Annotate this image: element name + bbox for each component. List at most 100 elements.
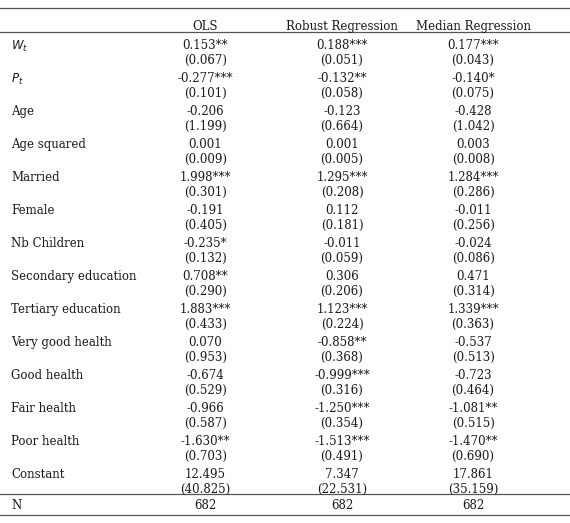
Text: -0.011: -0.011 — [323, 236, 361, 249]
Text: N: N — [11, 499, 22, 513]
Text: 7.347: 7.347 — [325, 468, 359, 481]
Text: Median Regression: Median Regression — [416, 20, 531, 33]
Text: 0.112: 0.112 — [325, 203, 359, 217]
Text: 17.861: 17.861 — [453, 468, 494, 481]
Text: -0.999***: -0.999*** — [314, 369, 370, 382]
Text: Age: Age — [11, 105, 34, 118]
Text: (0.405): (0.405) — [184, 219, 227, 232]
Text: (0.314): (0.314) — [451, 285, 495, 298]
Text: -0.723: -0.723 — [454, 369, 492, 382]
Text: (0.690): (0.690) — [451, 450, 495, 463]
Text: (35.159): (35.159) — [448, 483, 498, 496]
Text: (0.316): (0.316) — [320, 384, 364, 397]
Text: -0.123: -0.123 — [323, 105, 361, 118]
Text: Tertiary education: Tertiary education — [11, 303, 121, 315]
Text: (0.286): (0.286) — [451, 186, 494, 199]
Text: 0.177***: 0.177*** — [447, 39, 499, 52]
Text: Married: Married — [11, 170, 60, 184]
Text: (0.529): (0.529) — [184, 384, 227, 397]
Text: 0.001: 0.001 — [325, 138, 359, 151]
Text: (0.075): (0.075) — [451, 87, 495, 100]
Text: 0.001: 0.001 — [189, 138, 222, 151]
Text: 12.495: 12.495 — [185, 468, 226, 481]
Text: -0.191: -0.191 — [186, 203, 224, 217]
Text: (0.051): (0.051) — [320, 54, 364, 67]
Text: (0.009): (0.009) — [184, 153, 227, 166]
Text: 682: 682 — [331, 499, 353, 513]
Text: Constant: Constant — [11, 468, 65, 481]
Text: Very good health: Very good health — [11, 336, 112, 348]
Text: -1.081**: -1.081** — [449, 402, 498, 415]
Text: (0.086): (0.086) — [451, 252, 495, 265]
Text: -0.235*: -0.235* — [184, 236, 227, 249]
Text: (0.515): (0.515) — [451, 417, 495, 430]
Text: (0.058): (0.058) — [320, 87, 364, 100]
Text: (0.953): (0.953) — [184, 351, 227, 364]
Text: Nb Children: Nb Children — [11, 236, 85, 249]
Text: -0.206: -0.206 — [186, 105, 224, 118]
Text: (0.363): (0.363) — [451, 318, 495, 331]
Text: (1.199): (1.199) — [184, 120, 226, 133]
Text: 1.123***: 1.123*** — [316, 303, 368, 315]
Text: (0.206): (0.206) — [320, 285, 364, 298]
Text: (0.101): (0.101) — [184, 87, 226, 100]
Text: 682: 682 — [462, 499, 484, 513]
Text: 0.471: 0.471 — [457, 270, 490, 282]
Text: Good health: Good health — [11, 369, 84, 382]
Text: -0.277***: -0.277*** — [177, 72, 233, 85]
Text: Secondary education: Secondary education — [11, 270, 137, 282]
Text: 0.153**: 0.153** — [182, 39, 228, 52]
Text: (0.132): (0.132) — [184, 252, 226, 265]
Text: (0.208): (0.208) — [320, 186, 364, 199]
Text: 1.284***: 1.284*** — [447, 170, 499, 184]
Text: $\mathit{P}_t$: $\mathit{P}_t$ — [11, 72, 24, 87]
Text: Poor health: Poor health — [11, 435, 80, 448]
Text: Age squared: Age squared — [11, 138, 86, 151]
Text: -0.011: -0.011 — [454, 203, 492, 217]
Text: -0.966: -0.966 — [186, 402, 224, 415]
Text: Robust Regression: Robust Regression — [286, 20, 398, 33]
Text: (0.587): (0.587) — [184, 417, 227, 430]
Text: (0.256): (0.256) — [451, 219, 495, 232]
Text: (0.067): (0.067) — [184, 54, 227, 67]
Text: 0.188***: 0.188*** — [316, 39, 368, 52]
Text: (0.703): (0.703) — [184, 450, 227, 463]
Text: (0.354): (0.354) — [320, 417, 364, 430]
Text: -0.024: -0.024 — [454, 236, 492, 249]
Text: Fair health: Fair health — [11, 402, 76, 415]
Text: -0.537: -0.537 — [454, 336, 492, 348]
Text: -0.132**: -0.132** — [317, 72, 367, 85]
Text: -1.470**: -1.470** — [448, 435, 498, 448]
Text: (0.224): (0.224) — [320, 318, 364, 331]
Text: -1.250***: -1.250*** — [314, 402, 370, 415]
Text: (0.464): (0.464) — [451, 384, 495, 397]
Text: (0.043): (0.043) — [451, 54, 495, 67]
Text: (0.491): (0.491) — [320, 450, 364, 463]
Text: (0.059): (0.059) — [320, 252, 364, 265]
Text: (0.181): (0.181) — [321, 219, 363, 232]
Text: (0.513): (0.513) — [451, 351, 495, 364]
Text: 0.003: 0.003 — [456, 138, 490, 151]
Text: -1.630**: -1.630** — [180, 435, 230, 448]
Text: (0.005): (0.005) — [320, 153, 364, 166]
Text: Female: Female — [11, 203, 55, 217]
Text: -0.428: -0.428 — [454, 105, 492, 118]
Text: 1.998***: 1.998*** — [180, 170, 231, 184]
Text: 682: 682 — [194, 499, 217, 513]
Text: (1.042): (1.042) — [451, 120, 494, 133]
Text: 1.883***: 1.883*** — [180, 303, 231, 315]
Text: (0.664): (0.664) — [320, 120, 364, 133]
Text: -1.513***: -1.513*** — [314, 435, 370, 448]
Text: (0.008): (0.008) — [451, 153, 495, 166]
Text: (22.531): (22.531) — [317, 483, 367, 496]
Text: -0.858**: -0.858** — [317, 336, 367, 348]
Text: -0.140*: -0.140* — [451, 72, 495, 85]
Text: $\mathit{W}_t$: $\mathit{W}_t$ — [11, 39, 28, 54]
Text: 0.708**: 0.708** — [182, 270, 228, 282]
Text: OLS: OLS — [193, 20, 218, 33]
Text: 1.339***: 1.339*** — [447, 303, 499, 315]
Text: (0.368): (0.368) — [320, 351, 364, 364]
Text: 1.295***: 1.295*** — [316, 170, 368, 184]
Text: (0.301): (0.301) — [184, 186, 227, 199]
Text: (0.290): (0.290) — [184, 285, 227, 298]
